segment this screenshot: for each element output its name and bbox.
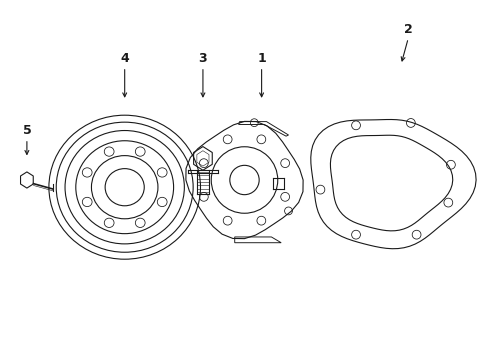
Text: 2: 2 [403,23,412,36]
Text: 5: 5 [22,124,31,137]
Text: 1: 1 [257,52,265,65]
Text: 4: 4 [120,52,129,65]
Text: 3: 3 [198,52,207,65]
